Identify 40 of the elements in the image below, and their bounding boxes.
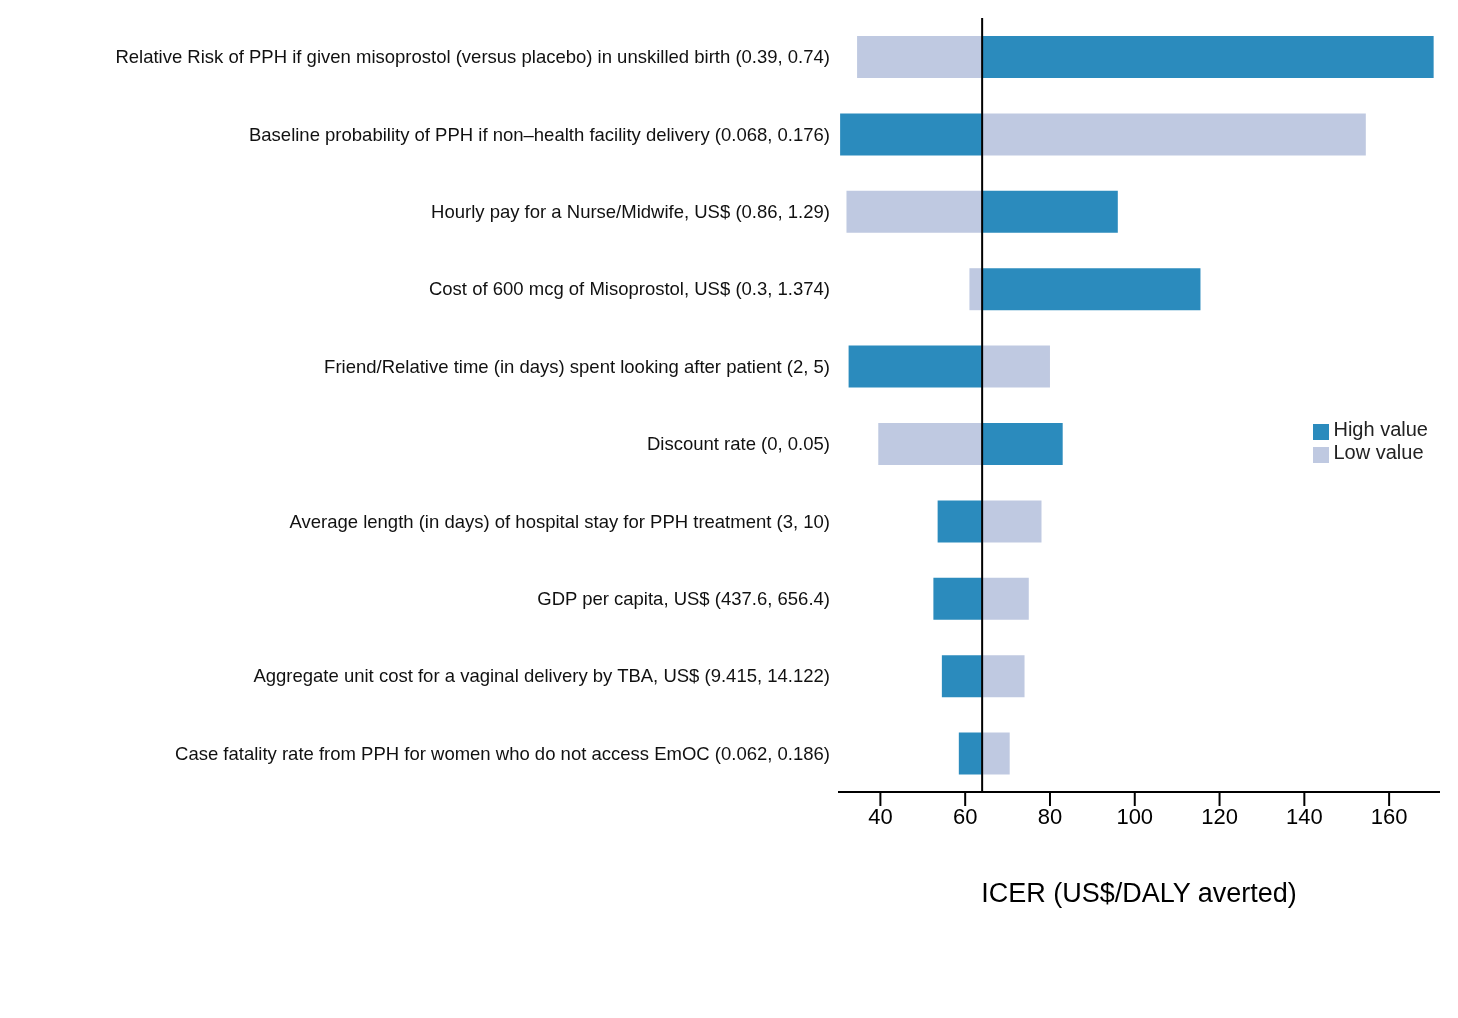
y-tick-label: Baseline probability of PPH if non–health facility delivery (0.068, 0.176): [248, 123, 830, 145]
bar: [937, 500, 983, 543]
y-tick-label: Aggregate unit cost for a vaginal delivery by TBA, US$ (9.415, 14.122): [253, 665, 830, 687]
bar: [982, 345, 1050, 388]
bar: [840, 113, 983, 156]
x-tick-label: 120: [1201, 803, 1238, 829]
bar: [982, 113, 1366, 156]
legend-label: High value: [1333, 418, 1428, 440]
x-tick-label: 100: [1116, 803, 1154, 829]
bar: [982, 423, 1063, 465]
y-tick-label: Friend/Relative time (in days) spent looking after patient (2, 5): [324, 355, 830, 377]
x-tick-label: 160: [1370, 803, 1408, 829]
bar: [982, 190, 1118, 233]
bar: [933, 577, 983, 620]
y-tick-label: Average length (in days) of hospital stay for PPH treatment (3, 10): [289, 510, 830, 532]
bar: [878, 423, 983, 465]
y-tick-label: Discount rate (0, 0.05): [646, 433, 830, 455]
bar: [958, 732, 983, 775]
bar: [857, 36, 983, 78]
y-tick-label: Cost of 600 mcg of Misoprostol, US$ (0.3, 1.374): [428, 278, 830, 300]
x-tick-label: 80: [1037, 803, 1063, 829]
bar: [982, 36, 1434, 78]
bar: [969, 268, 983, 311]
y-tick-label: Relative Risk of PPH if given misoprostol (versus placebo) in unskilled birth (0.39, 0.74): [115, 46, 830, 68]
x-tick-label: 40: [868, 803, 893, 829]
x-tick-label: 60: [952, 803, 978, 829]
x-tick-label: 140: [1285, 803, 1323, 829]
y-tick-label: Hourly pay for a Nurse/Midwife, US$ (0.86, 1.29): [431, 201, 830, 223]
legend-label: Low value: [1333, 441, 1424, 463]
y-tick-label: GDP per capita, US$ (437.6, 656.4): [537, 588, 830, 610]
y-tick-label: Case fatality rate from PPH for women who do not access EmOC (0.062, 0.186): [175, 742, 830, 764]
bar: [846, 190, 983, 233]
bar: [982, 268, 1201, 311]
bar: [982, 732, 1010, 775]
bar: [941, 655, 983, 698]
bar: [982, 655, 1025, 698]
x-axis-title: ICER (US$/DALY averted): [981, 878, 1297, 908]
bar: [982, 577, 1029, 620]
bar: [982, 500, 1042, 543]
bar: [848, 345, 983, 388]
